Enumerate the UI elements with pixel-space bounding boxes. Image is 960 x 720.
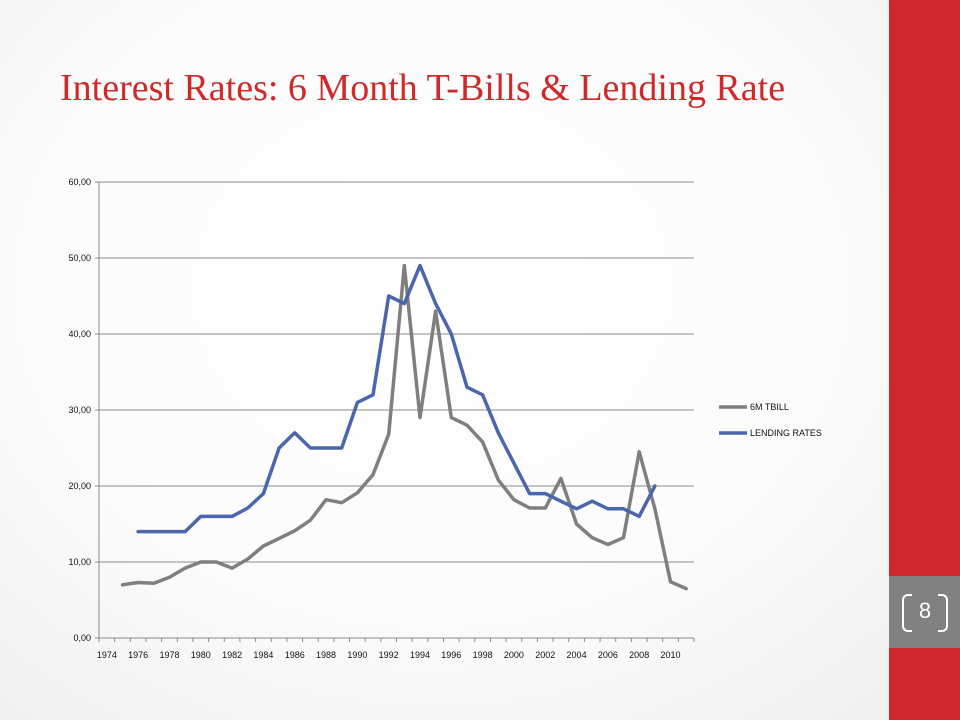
x-tick-label: 1976 <box>128 650 148 660</box>
legend-label-1: LENDING RATES <box>750 428 822 438</box>
x-tick-label: 2000 <box>504 650 524 660</box>
x-tick-label: 1998 <box>473 650 493 660</box>
x-tick-label: 1992 <box>379 650 399 660</box>
legend-label-0: 6M TBILL <box>750 402 789 412</box>
series-lines <box>120 263 688 591</box>
x-tick-labels: 1974 1976 1978 1980 1982 1984 1986 1988 1990 1992… <box>97 650 681 660</box>
x-tick-label: 1978 <box>159 650 179 660</box>
x-tick-label: 1988 <box>316 650 336 660</box>
right-bracket-icon <box>938 594 948 632</box>
y-tick-label: 0,00 <box>73 633 91 643</box>
x-tick-label: 1990 <box>347 650 367 660</box>
y-tick-label: 40,00 <box>68 329 91 339</box>
x-tick-label: 2002 <box>535 650 555 660</box>
x-tick-label: 2004 <box>567 650 587 660</box>
x-tick-label: 1980 <box>191 650 211 660</box>
x-tick-label: 1994 <box>410 650 430 660</box>
x-tick-label: 1996 <box>441 650 461 660</box>
gridlines <box>99 181 694 563</box>
y-tick-label: 20,00 <box>68 481 91 491</box>
x-tick-label: 2008 <box>629 650 649 660</box>
slide-title: Interest Rates: 6 Month T-Bills & Lendin… <box>60 67 786 109</box>
left-bracket-icon <box>902 594 912 632</box>
legend: 6M TBILL LENDING RATES <box>719 402 822 438</box>
x-tick-label: 1974 <box>97 650 117 660</box>
y-tick-label: 50,00 <box>68 253 91 263</box>
series-line-1 <box>136 263 657 534</box>
x-tick-label: 2010 <box>660 650 680 660</box>
page-number-box <box>889 576 960 648</box>
y-tick-label: 60,00 <box>68 177 91 187</box>
x-tick-label: 1986 <box>285 650 305 660</box>
page-number: 8 <box>918 598 932 623</box>
axes <box>95 181 695 642</box>
y-tick-label: 10,00 <box>68 557 91 567</box>
x-tick-label: 1982 <box>222 650 242 660</box>
x-tick-label: 1984 <box>253 650 273 660</box>
x-tick-label: 2006 <box>598 650 618 660</box>
y-tick-labels: 0,00 10,00 20,00 30,00 40,00 50,00 60,00 <box>68 177 91 643</box>
y-tick-label: 30,00 <box>68 405 91 415</box>
series-line-0 <box>120 263 688 591</box>
